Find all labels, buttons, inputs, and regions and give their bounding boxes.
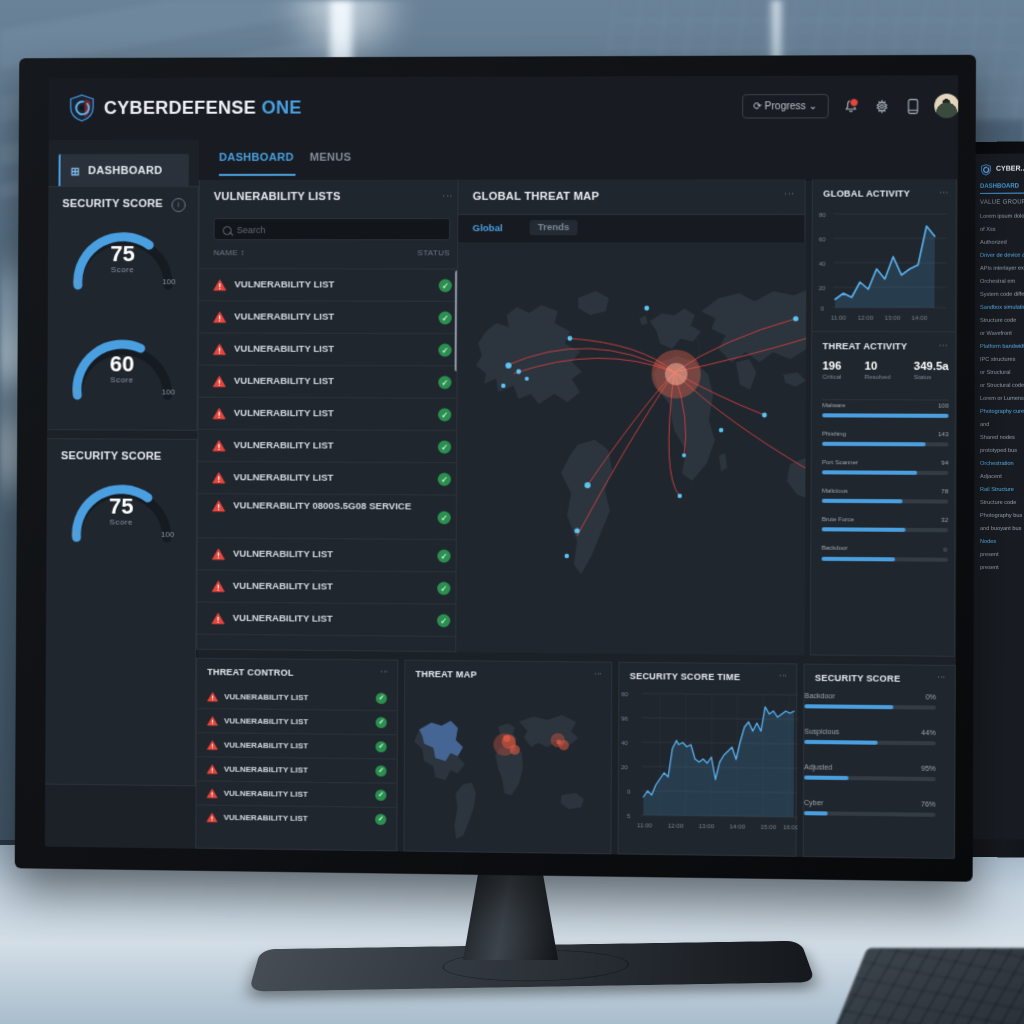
svg-text:12:00: 12:00: [668, 824, 684, 830]
svg-text:13:00: 13:00: [699, 824, 715, 830]
svg-text:60: 60: [819, 237, 827, 243]
svg-text:80: 80: [819, 213, 827, 219]
svg-text:20: 20: [819, 286, 827, 292]
svg-text:96: 96: [621, 717, 629, 723]
svg-text:0: 0: [821, 306, 825, 312]
svg-text:40: 40: [819, 262, 827, 268]
svg-text:15:00: 15:00: [761, 825, 777, 831]
svg-text:60: 60: [621, 692, 629, 698]
svg-text:14:00: 14:00: [730, 824, 746, 830]
svg-text:14:00: 14:00: [912, 316, 928, 322]
svg-text:12:00: 12:00: [858, 316, 874, 322]
svg-text:13:00: 13:00: [885, 316, 901, 322]
svg-text:20: 20: [621, 765, 629, 771]
svg-text:5: 5: [627, 814, 631, 820]
svg-text:16:00: 16:00: [783, 825, 798, 831]
svg-text:0: 0: [627, 790, 631, 796]
svg-text:40: 40: [621, 741, 629, 747]
svg-text:11:00: 11:00: [831, 316, 847, 322]
svg-text:11:00: 11:00: [637, 823, 653, 829]
